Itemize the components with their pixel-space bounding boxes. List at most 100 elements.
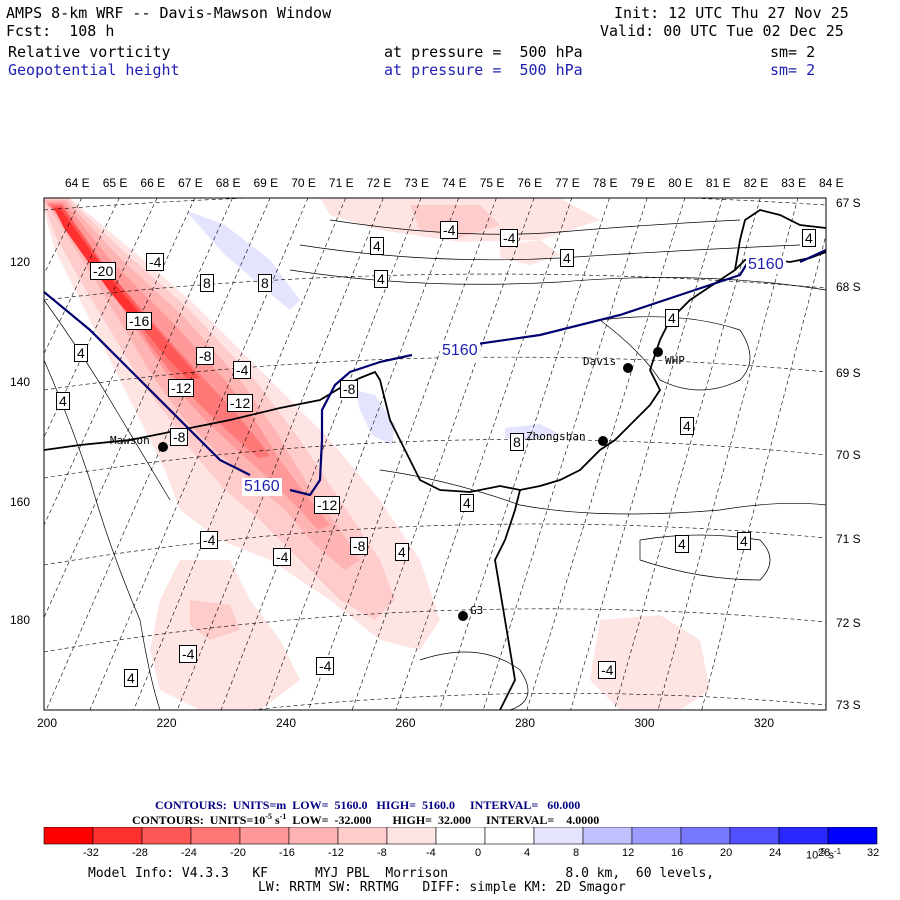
meridian-line — [44, 198, 120, 355]
vorticity-contour-label: -4 — [273, 548, 292, 566]
field1-smoothing: sm= 2 — [770, 43, 816, 61]
colorbar-label: -28 — [132, 847, 148, 859]
y-axis-tick: 180 — [10, 613, 31, 627]
x-axis-tick: 260 — [395, 716, 416, 730]
vorticity-contour-label: 8 — [200, 274, 214, 292]
station-davis: Davis — [583, 355, 617, 368]
colorbar-label: 4 — [524, 847, 531, 859]
colorbar — [43, 827, 878, 845]
colorbar-swatch — [239, 827, 290, 845]
colorbar-swatch — [778, 827, 829, 845]
vorticity-contour-label: -4 — [233, 361, 252, 379]
vorticity-contour-label: -20 — [90, 262, 117, 280]
colorbar-swatch — [680, 827, 731, 845]
colorbar-label: 32 — [867, 847, 880, 859]
longitude-label: 78 E — [592, 176, 618, 190]
colorbar-swatch — [288, 827, 339, 845]
x-axis-tick: 240 — [276, 716, 297, 730]
longitude-label: 73 E — [404, 176, 429, 190]
field2-name: Geopotential height — [8, 61, 180, 79]
vorticity-contour-label: 4 — [460, 494, 474, 512]
colorbar-label: 20 — [720, 847, 733, 859]
vorticity-contour-label: -8 — [350, 537, 369, 555]
latitude-label: 73 S — [836, 698, 861, 712]
vorticity-contour-label: -4 — [200, 531, 219, 549]
vorticity-contour-label: -4 — [440, 221, 459, 239]
longitude-label: 67 E — [178, 176, 203, 190]
colorbar-unit: 10-5 s-1 — [806, 847, 842, 862]
chart-title: AMPS 8-km WRF -- Davis-Mawson Window — [6, 4, 332, 22]
colorbar-swatch — [729, 827, 780, 845]
colorbar-swatch — [827, 827, 878, 845]
station-mawson: Mawson — [110, 434, 150, 447]
meridian-line — [44, 198, 158, 438]
colorbar-label: 8 — [573, 847, 580, 859]
forecast-hour: Fcst: 108 h — [6, 22, 115, 40]
colorbar-swatch — [337, 827, 388, 845]
field2-pressure: at pressure = 500 hPa — [384, 61, 583, 79]
vorticity-contour-label: -4 — [146, 253, 165, 271]
meridian-line — [657, 198, 799, 710]
map-frame — [43, 197, 827, 711]
init-time: Init: 12 UTC Thu 27 Nov 25 — [614, 4, 849, 22]
vorticity-contour-label: 4 — [124, 669, 138, 687]
colorbar-swatch — [435, 827, 486, 845]
model-info-line1: Model Info: V4.3.3 KF MYJ PBL Morrison 8… — [88, 866, 715, 881]
x-axis-tick: 280 — [515, 716, 536, 730]
station-g3: G3 — [470, 604, 484, 617]
vorticity-contour-label: 4 — [395, 543, 409, 561]
colorbar-label: -24 — [181, 847, 197, 859]
colorbar-label: -4 — [426, 847, 436, 859]
vorticity-contour-label: -8 — [340, 380, 359, 398]
vorticity-contours — [44, 219, 826, 710]
vorticity-contour-label: 4 — [665, 309, 679, 327]
colorbar-swatch — [631, 827, 682, 845]
colorbar-swatch — [92, 827, 143, 845]
field2-smoothing: sm= 2 — [770, 61, 816, 79]
longitude-label: 70 E — [291, 176, 316, 190]
station-zhongshan: Zhongshan — [526, 430, 586, 443]
y-axis-tick: 140 — [10, 375, 31, 389]
vorticity-contour-label: -16 — [126, 312, 153, 330]
vorticity-contour-label: -4 — [500, 229, 519, 247]
meridian-line — [614, 198, 761, 710]
x-axis-tick: 300 — [634, 716, 655, 730]
latitude-label: 71 S — [836, 532, 861, 546]
meridian-line — [45, 198, 271, 710]
vorticity-contour-label: -8 — [170, 428, 189, 446]
meridian-line — [44, 198, 196, 526]
valid-time: Valid: 00 UTC Tue 02 Dec 25 — [600, 22, 844, 40]
colorbar-swatch — [386, 827, 437, 845]
station-whp: WHP — [665, 354, 685, 367]
vorticity-contour-label: 4 — [56, 392, 70, 410]
longitude-label: 65 E — [102, 176, 128, 190]
longitude-label: 74 E — [442, 176, 467, 190]
longitude-label: 81 E — [705, 176, 731, 190]
x-axis-tick: 220 — [156, 716, 177, 730]
longitude-label: 71 E — [328, 176, 354, 190]
colorbar-swatch — [582, 827, 633, 845]
negative-vorticity-shading — [44, 198, 710, 710]
height-contour-label: 5160 — [746, 256, 786, 274]
vorticity-contour-label: -4 — [598, 661, 617, 679]
longitude-label: 83 E — [781, 176, 806, 190]
height-contour-label: 5160 — [440, 342, 480, 360]
vorticity-contour-label: 4 — [737, 532, 751, 550]
longitude-label: 77 E — [555, 176, 580, 190]
meridian-line — [177, 198, 384, 710]
colorbar-label: -8 — [377, 847, 387, 859]
colorbar-label: -32 — [83, 847, 99, 859]
meridian-line — [526, 198, 686, 710]
colorbar-swatch — [190, 827, 241, 845]
colorbar-swatch — [141, 827, 192, 845]
colorbar-label: -12 — [328, 847, 344, 859]
vorticity-contour-label: -4 — [316, 657, 335, 675]
vorticity-contour-label: 4 — [370, 237, 384, 255]
colorbar-swatch — [533, 827, 584, 845]
meridian-line — [482, 198, 648, 710]
vort-contour-info: CONTOURS: UNITS=10-5 s-1 LOW= -32.000 HI… — [132, 812, 600, 827]
colorbar-swatch — [484, 827, 535, 845]
latitude-label: 72 S — [836, 616, 861, 630]
meridian-line — [44, 198, 233, 619]
